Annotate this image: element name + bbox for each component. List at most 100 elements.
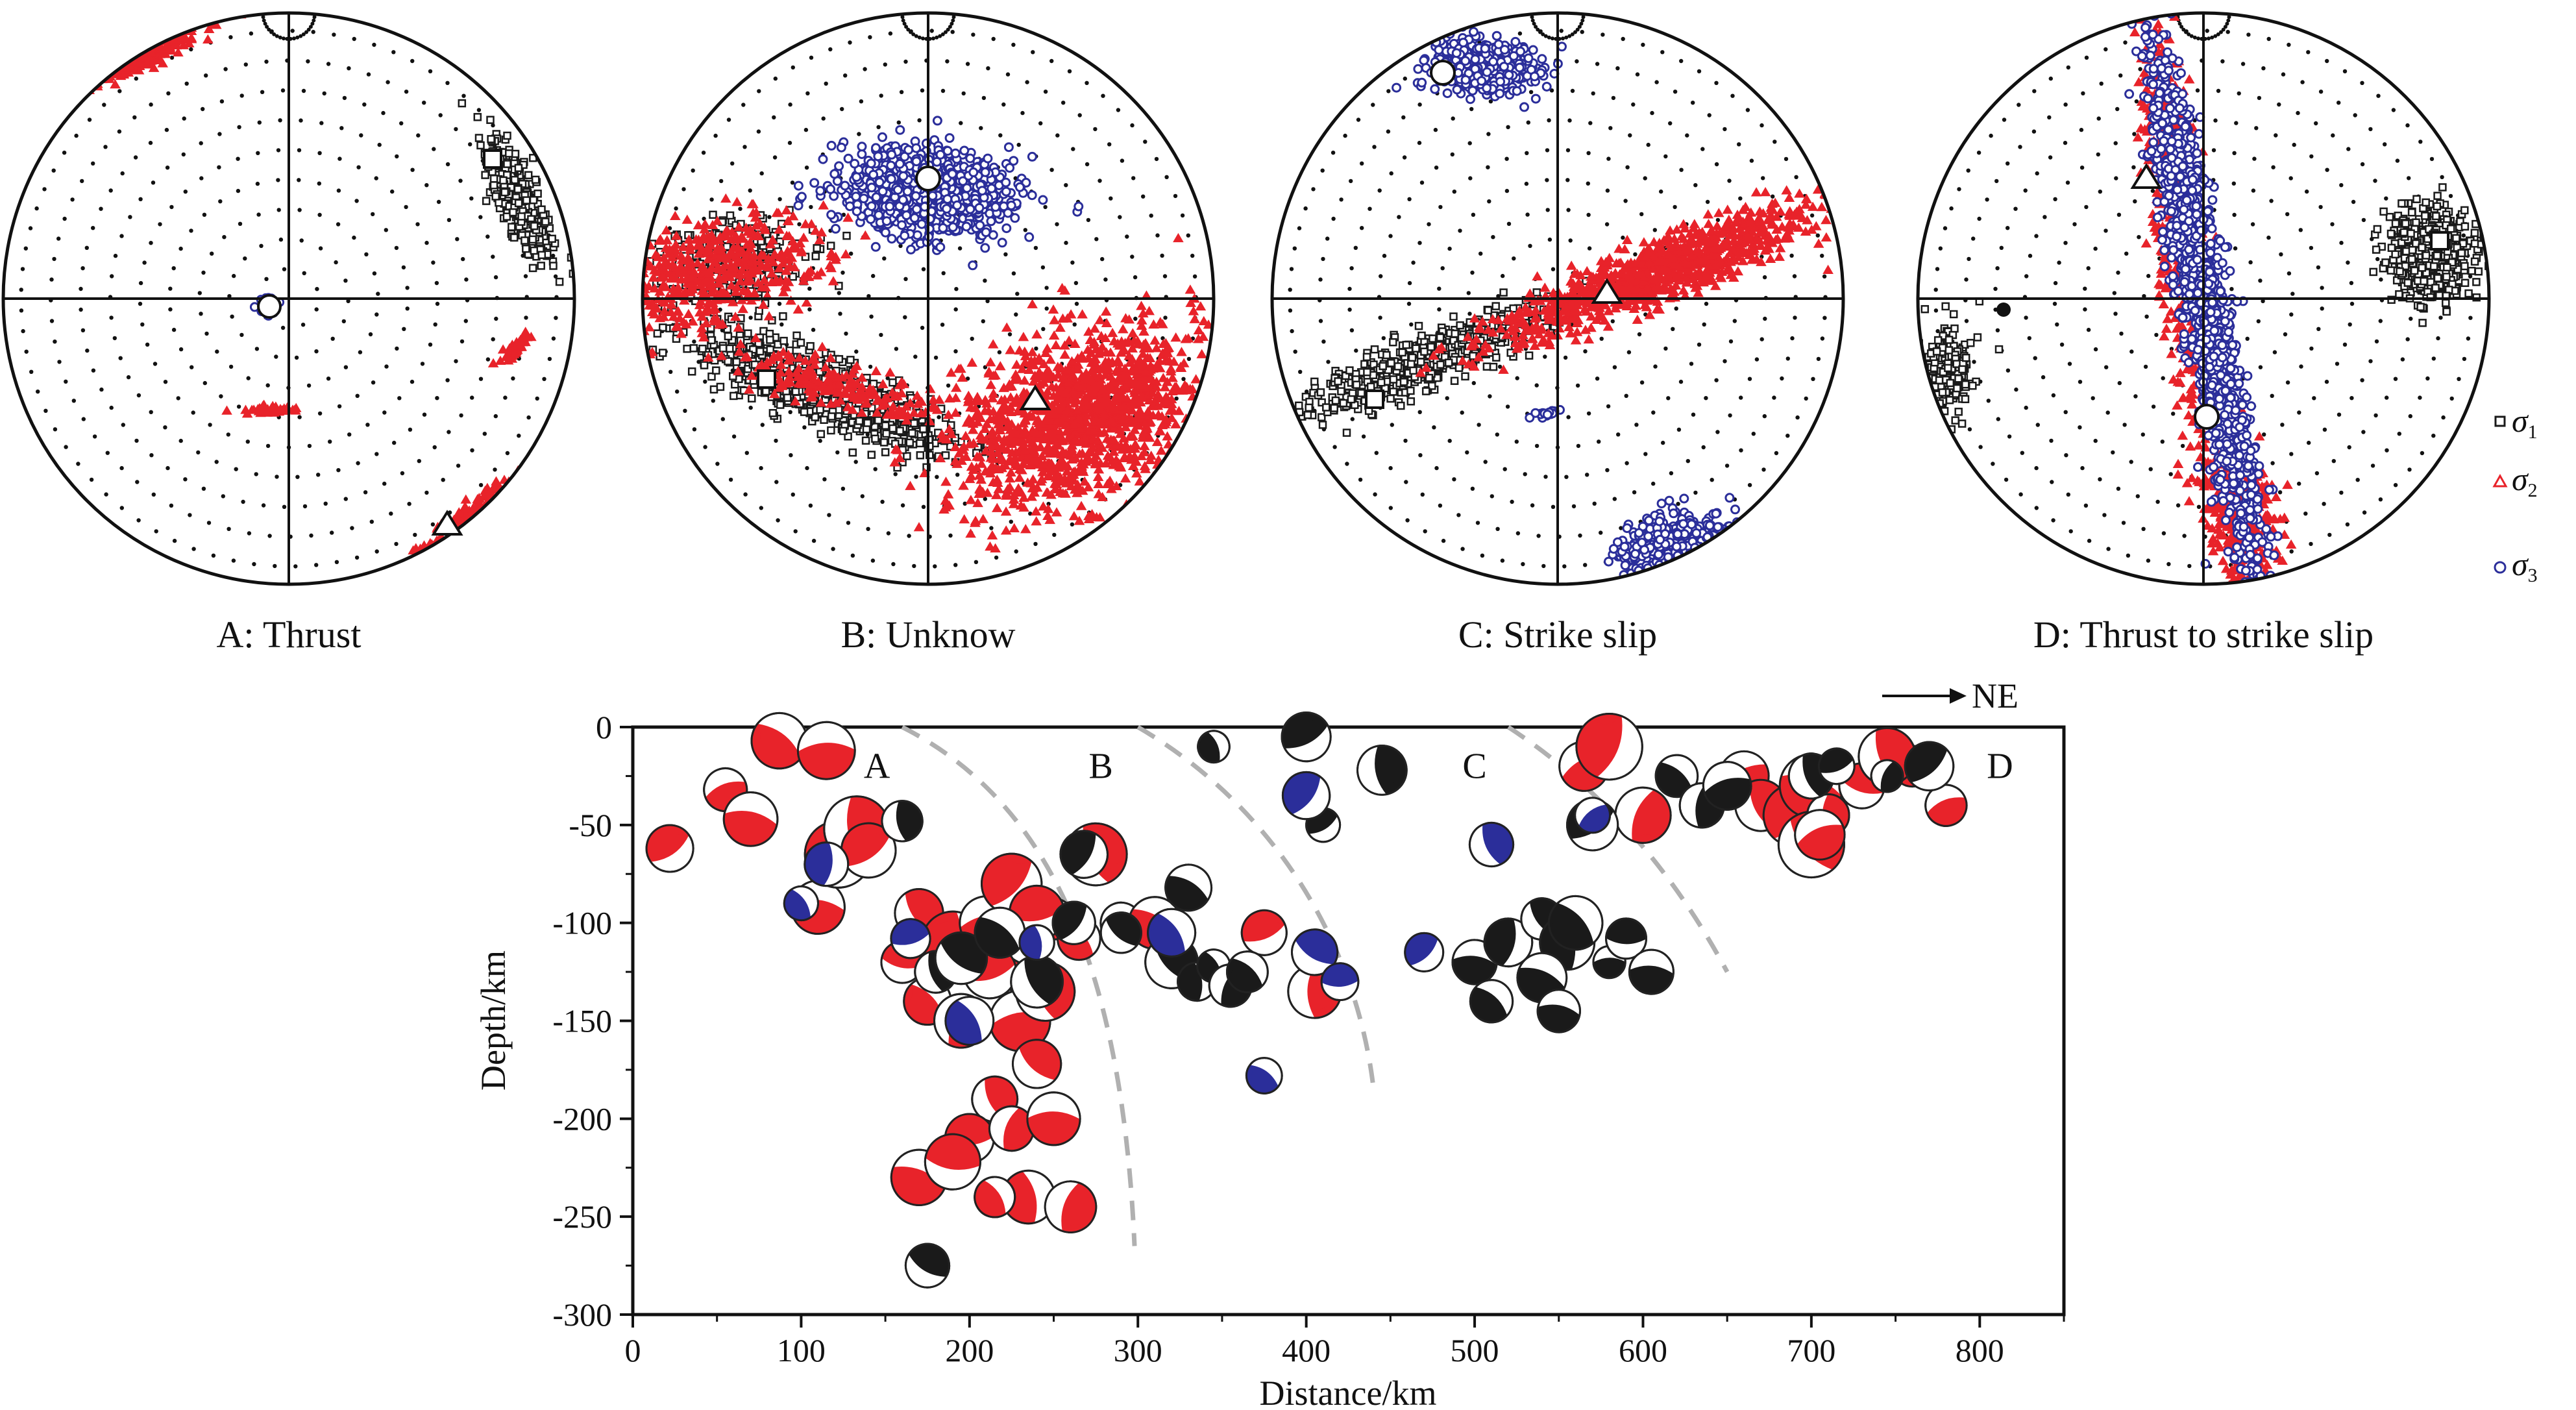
sigma2-marker bbox=[966, 357, 978, 367]
grid-dot bbox=[1007, 332, 1012, 337]
grid-dot bbox=[789, 453, 793, 458]
grid-dot bbox=[36, 390, 40, 394]
sigma2-marker bbox=[252, 404, 264, 414]
grid-dot bbox=[447, 217, 452, 223]
sigma1-marker bbox=[534, 190, 542, 198]
grid-dot bbox=[336, 188, 341, 193]
sigma2-marker bbox=[1014, 473, 1025, 482]
grid-dot bbox=[163, 380, 168, 384]
grid-dot bbox=[99, 206, 103, 211]
grid-dot bbox=[951, 18, 955, 23]
sigma2-marker bbox=[129, 43, 140, 53]
sigma1-marker bbox=[903, 452, 911, 460]
sigma1-marker bbox=[549, 262, 558, 270]
sigma2-marker bbox=[763, 311, 775, 321]
stereonet-a-grid-dots bbox=[19, 15, 559, 569]
sigma1-marker bbox=[599, 334, 606, 341]
grid-dot bbox=[703, 379, 707, 384]
sigma1-marker bbox=[768, 409, 778, 417]
sigma1-marker bbox=[874, 416, 883, 425]
grid-dot bbox=[184, 81, 189, 86]
sigma2-marker bbox=[1210, 337, 1214, 347]
sigma1-marker bbox=[855, 417, 864, 425]
grid-dot bbox=[232, 273, 236, 278]
sigma2-marker bbox=[859, 230, 871, 240]
sigma2-marker bbox=[476, 515, 487, 525]
grid-dot bbox=[730, 161, 735, 166]
grid-dot bbox=[238, 221, 243, 226]
sigma2-marker bbox=[1096, 341, 1108, 351]
grid-dot bbox=[276, 148, 281, 153]
sigma2-marker bbox=[506, 499, 517, 509]
grid-dot bbox=[42, 187, 47, 192]
grid-dot bbox=[459, 413, 463, 418]
sigma2-marker bbox=[453, 507, 465, 517]
sigma1-marker bbox=[724, 332, 733, 341]
sigma2-marker bbox=[1051, 507, 1062, 517]
sigma2-marker bbox=[1068, 511, 1080, 521]
sigma2-marker bbox=[504, 487, 515, 497]
grid-dot bbox=[790, 180, 795, 185]
sigma2-marker bbox=[401, 572, 412, 582]
sigma2-marker bbox=[49, 69, 61, 79]
grid-dot bbox=[896, 120, 902, 125]
grid-dot bbox=[293, 564, 298, 569]
sigma2-marker bbox=[86, 62, 98, 71]
grid-dot bbox=[965, 377, 970, 381]
grid-dot bbox=[314, 563, 319, 567]
grid-dot bbox=[154, 529, 158, 534]
sigma2-marker bbox=[965, 495, 977, 504]
grid-dot bbox=[113, 253, 118, 258]
grid-dot bbox=[435, 396, 439, 401]
grid-dot bbox=[243, 62, 248, 67]
grid-dot bbox=[191, 410, 195, 415]
sigma1-marker bbox=[806, 341, 815, 351]
grid-dot bbox=[310, 21, 315, 26]
grid-dot bbox=[424, 183, 429, 188]
sigma2-marker bbox=[737, 304, 749, 314]
sigma2-marker bbox=[493, 506, 505, 516]
sigma2-marker bbox=[494, 497, 505, 506]
grid-dot bbox=[410, 58, 415, 64]
grid-dot bbox=[1098, 179, 1102, 183]
sigma1-marker bbox=[653, 329, 662, 338]
sigma2-marker bbox=[630, 298, 639, 306]
grid-dot bbox=[176, 396, 180, 401]
sigma2-marker bbox=[1050, 340, 1062, 350]
grid-dot bbox=[280, 325, 286, 330]
grid-dot bbox=[929, 29, 934, 33]
sigma1-marker bbox=[514, 199, 523, 208]
grid-dot bbox=[400, 471, 405, 476]
sigma2-marker bbox=[178, 40, 190, 49]
grid-dot bbox=[392, 440, 397, 445]
sigma2-marker bbox=[1258, 351, 1268, 358]
grid-dot bbox=[369, 519, 374, 524]
grid-dot bbox=[247, 531, 252, 536]
grid-dot bbox=[1034, 346, 1038, 351]
sigma2-marker bbox=[633, 310, 642, 318]
grid-dot bbox=[228, 364, 234, 369]
sigma1-marker bbox=[732, 358, 741, 366]
grid-dot bbox=[738, 206, 742, 211]
grid-dot bbox=[145, 342, 150, 347]
grid-dot bbox=[432, 147, 436, 151]
sigma2-marker bbox=[1077, 309, 1088, 319]
grid-dot bbox=[297, 208, 302, 212]
grid-dot bbox=[961, 91, 966, 96]
grid-dot bbox=[950, 30, 955, 34]
sigma2-marker bbox=[604, 263, 613, 271]
grid-dot bbox=[882, 256, 887, 261]
grid-dot bbox=[1038, 121, 1043, 126]
grid-dot bbox=[337, 404, 342, 409]
sigma2-marker bbox=[489, 502, 500, 512]
sigma2-marker bbox=[605, 315, 614, 323]
grid-dot bbox=[940, 32, 945, 36]
sigma2-marker bbox=[994, 361, 1006, 371]
grid-dot bbox=[703, 445, 707, 449]
stereonet-b: B: Unknow bbox=[599, 11, 1268, 656]
grid-dot bbox=[210, 251, 214, 256]
sigma1-marker bbox=[846, 356, 855, 364]
grid-dot bbox=[136, 393, 141, 398]
grid-dot bbox=[306, 383, 312, 388]
grid-dot bbox=[84, 245, 89, 250]
